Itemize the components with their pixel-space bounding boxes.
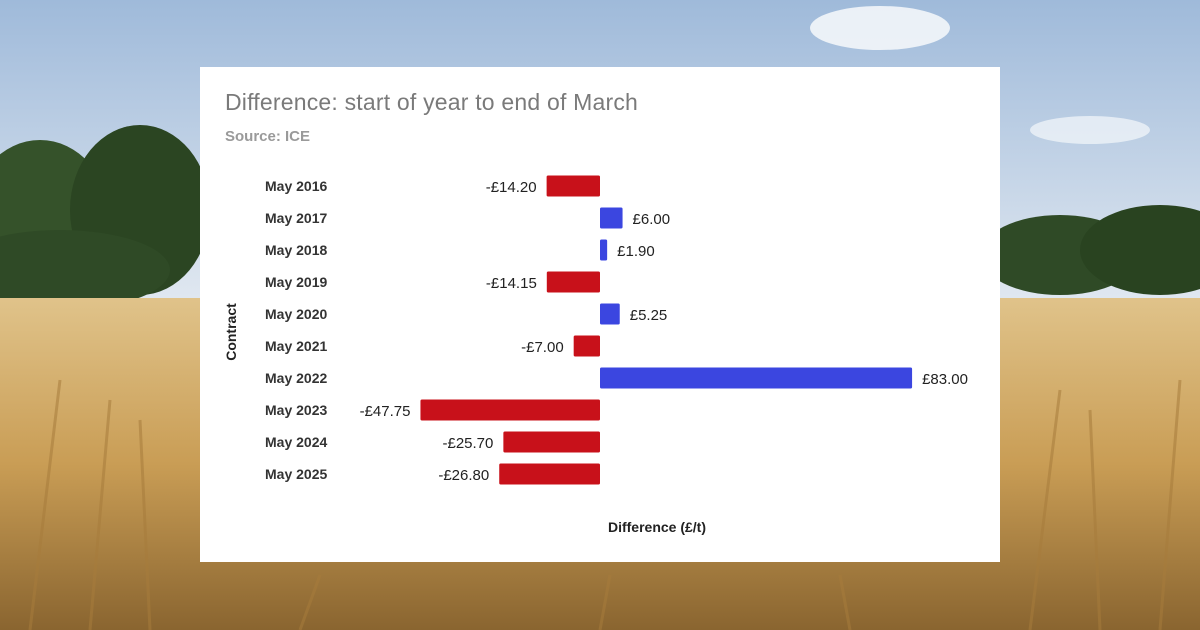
data-label-may-2025: -£26.80	[438, 467, 489, 484]
data-label-may-2017: £6.00	[633, 211, 671, 228]
bar-may-2022	[600, 367, 913, 389]
bar-may-2020	[600, 303, 620, 325]
category-label-may-2022: May 2022	[265, 370, 327, 386]
bar-may-2016	[546, 175, 600, 197]
wheat-stalks	[28, 379, 1182, 630]
category-label-may-2016: May 2016	[265, 178, 327, 194]
category-label-may-2019: May 2019	[265, 274, 327, 290]
data-label-may-2021: -£7.00	[521, 339, 564, 356]
bar-may-2024	[503, 431, 600, 453]
category-label-may-2021: May 2021	[265, 338, 327, 354]
data-label-may-2023: -£47.75	[360, 403, 411, 420]
cloud	[1030, 116, 1150, 144]
bar-may-2023	[420, 399, 600, 421]
x-axis-title: Difference (£/t)	[608, 519, 706, 535]
data-label-may-2018: £1.90	[617, 243, 655, 260]
category-label-may-2017: May 2017	[265, 210, 327, 226]
data-label-may-2016: -£14.20	[486, 179, 537, 196]
category-label-may-2018: May 2018	[265, 242, 327, 258]
bar-may-2019	[546, 271, 600, 293]
bar-may-2017	[600, 207, 623, 229]
y-axis-title: Contract	[223, 303, 239, 361]
category-label-may-2023: May 2023	[265, 402, 327, 418]
bar-may-2025	[499, 463, 600, 485]
chart-subtitle: Source: ICE	[225, 128, 311, 145]
bar-may-2021	[573, 335, 600, 357]
category-label-may-2024: May 2024	[265, 434, 327, 450]
data-label-may-2019: -£14.15	[486, 275, 537, 292]
data-label-may-2022: £83.00	[922, 371, 968, 388]
data-label-may-2020: £5.25	[630, 307, 668, 324]
chart-card: May 2016 May 2017 May 2018 May 2019 May 2020…	[200, 67, 1000, 562]
cloud	[810, 6, 950, 50]
chart-title: Difference: start of year to end of Marc…	[225, 89, 639, 115]
data-label-may-2024: -£25.70	[442, 435, 493, 452]
tree-line	[0, 125, 1200, 310]
bar-may-2018	[600, 239, 608, 261]
bar-chart: May 2016 May 2017 May 2018 May 2019 May 2020…	[223, 175, 968, 535]
category-label-may-2025: May 2025	[265, 466, 327, 482]
category-label-may-2020: May 2020	[265, 306, 327, 322]
